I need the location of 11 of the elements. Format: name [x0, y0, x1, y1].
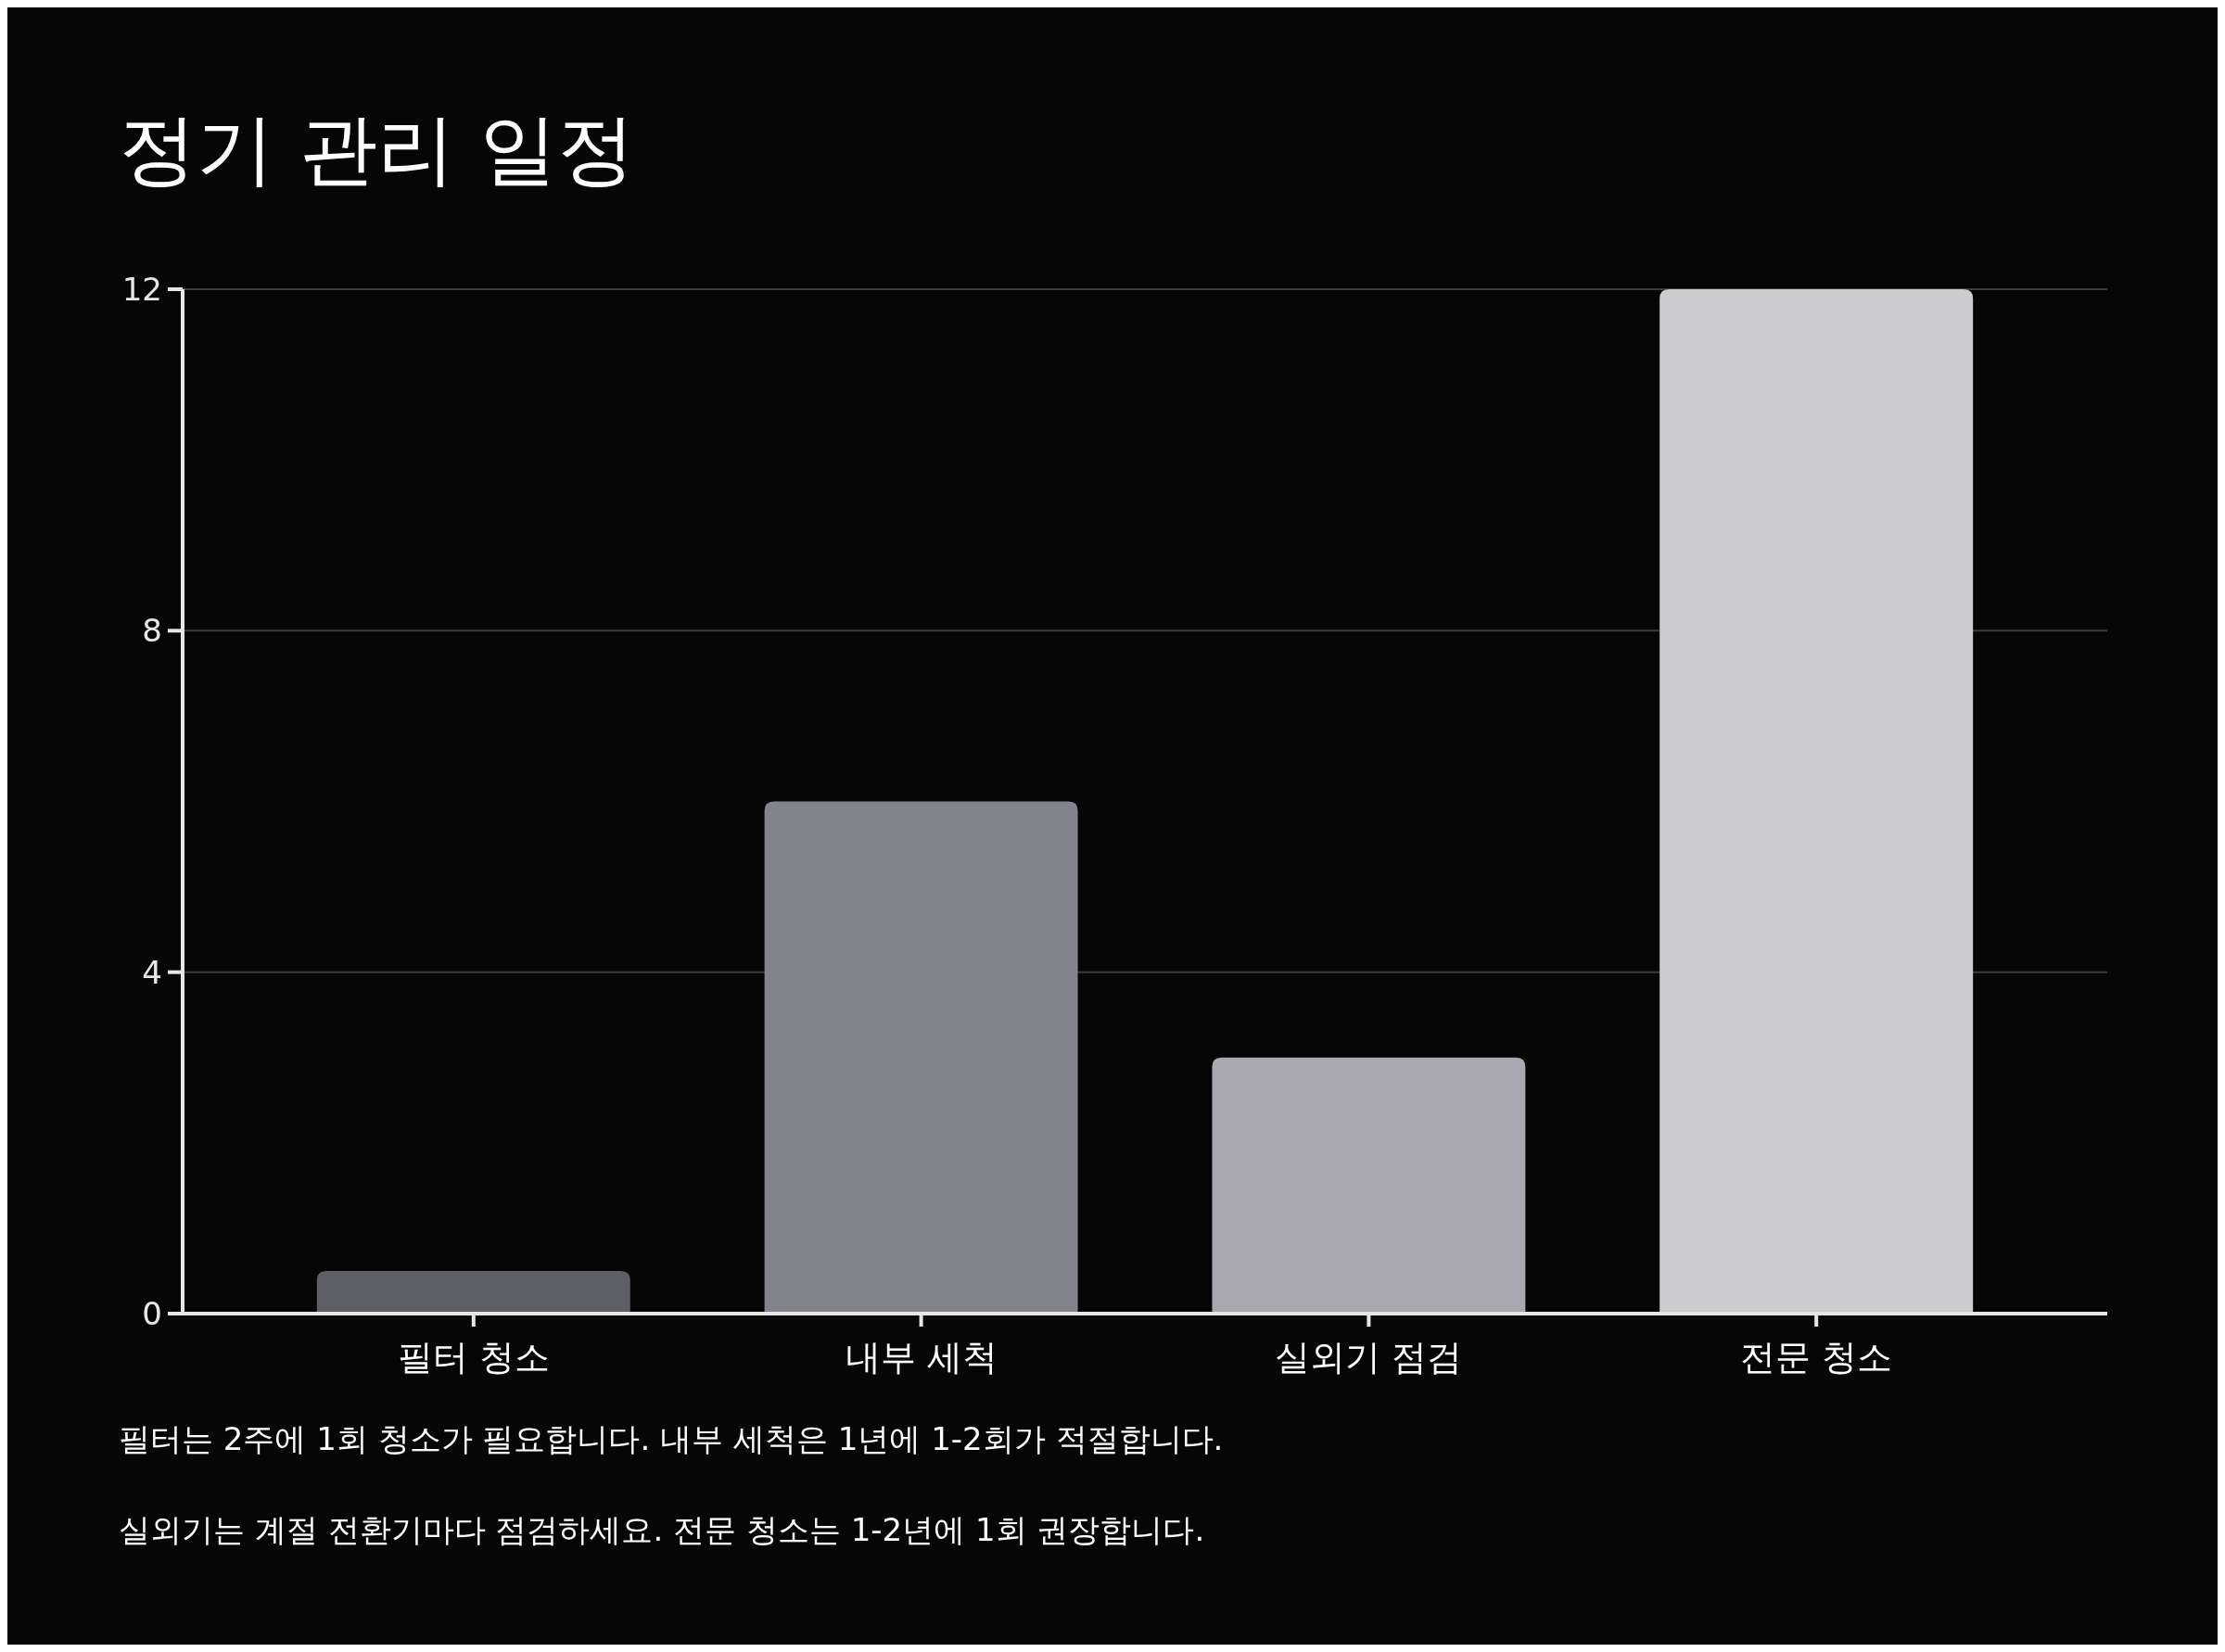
x-tick-label: 전문 청소: [1740, 1337, 1893, 1378]
text: 필터는 2주에 1회 청소가 필요합니다. 내부 세척은 1년에 1-2회가 적절합니다.: [119, 1420, 1224, 1457]
chart-title: 정기 관리 일정: [119, 104, 636, 195]
y-tick-label: 12: [121, 270, 162, 308]
y-tick-label: 4: [142, 953, 162, 991]
y-tick-label: 8: [142, 612, 162, 650]
x-tick-label: 내부 세척: [845, 1337, 998, 1378]
y-tick-label: 0: [142, 1294, 162, 1332]
x-tick-label: 실외기 점검: [1275, 1337, 1463, 1378]
x-tick-label: 필터 청소: [397, 1337, 550, 1378]
text: 실외기는 계절 전환기마다 점검하세요. 전문 청소는 1-2년에 1회 권장합니다.: [119, 1511, 1205, 1548]
